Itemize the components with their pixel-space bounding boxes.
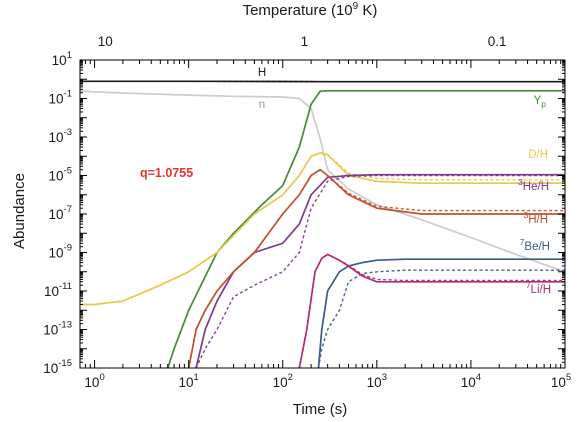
- series-line-d-h: [80, 152, 565, 306]
- series-label-d-h: D/H: [528, 149, 548, 161]
- series-labels: Hn Yp D/H 3He/H 3H/H 7Be/H 7Li/H: [258, 67, 551, 296]
- plot-area: [80, 80, 565, 368]
- series-dashed-line-yp: [167, 90, 565, 368]
- parameter-label: q=1.0755: [140, 166, 193, 180]
- series-group: [80, 80, 565, 368]
- axis-ticks: 100 101 102 103 104 10510110-110-310-510-710-…: [43, 34, 571, 390]
- top-tick-label: 1: [301, 34, 309, 49]
- series-dashed-line-7be-h: [317, 269, 565, 368]
- x-tick-label: 101: [178, 372, 198, 390]
- x-axis-title: Time (s): [293, 401, 347, 418]
- series-label-n: n: [259, 99, 265, 111]
- series-label-3h-h: 3H/H: [523, 210, 548, 226]
- series-line-3h-h: [187, 168, 565, 368]
- series-line-7be-h: [317, 258, 565, 368]
- top-axis-title-sup: 9: [353, 1, 359, 12]
- y-tick-label: 10-13: [43, 320, 72, 338]
- x-tick-label: 102: [273, 372, 293, 390]
- top-axis-title-main: Temperature (10: [243, 2, 353, 19]
- top-tick-label: 0.1: [488, 34, 507, 49]
- y-tick-label: 10-3: [49, 127, 72, 145]
- top-axis-title: Temperature (109 K): [243, 1, 378, 19]
- x-tick-label: 105: [551, 372, 571, 390]
- series-line-yp: [166, 89, 565, 368]
- series-label-7be-h: 7Be/H: [520, 237, 550, 253]
- y-tick-label: 101: [52, 50, 72, 68]
- y-tick-label: 10-1: [49, 89, 72, 107]
- y-tick-label: 10-15: [43, 358, 72, 376]
- x-tick-label: 104: [461, 372, 481, 390]
- series-dashed-line-3h-h: [188, 168, 565, 368]
- y-tick-label: 10-11: [44, 281, 72, 299]
- series-label-3he-h: 3He/H: [518, 177, 549, 193]
- y-tick-label: 10-5: [49, 166, 72, 184]
- series-label-h: H: [258, 67, 266, 79]
- x-tick-label: 103: [367, 372, 387, 390]
- y-axis-title: Abundance: [11, 173, 28, 249]
- y-tick-label: 10-7: [49, 204, 72, 222]
- series-label-7li-h: 7Li/H: [526, 280, 551, 296]
- series-dashed-line-n: [80, 90, 565, 273]
- x-tick-label: 100: [84, 372, 104, 390]
- series-dashed-line-3he-h: [195, 174, 565, 368]
- series-line-n: [80, 89, 565, 273]
- top-axis-title-end: K): [358, 2, 377, 19]
- top-tick-label: 10: [98, 34, 113, 49]
- y-tick-label: 10-9: [49, 243, 72, 261]
- series-label-yp: Yp: [534, 95, 547, 109]
- series-dashed-line-7li-h: [298, 253, 565, 368]
- series-line-3he-h: [195, 173, 565, 368]
